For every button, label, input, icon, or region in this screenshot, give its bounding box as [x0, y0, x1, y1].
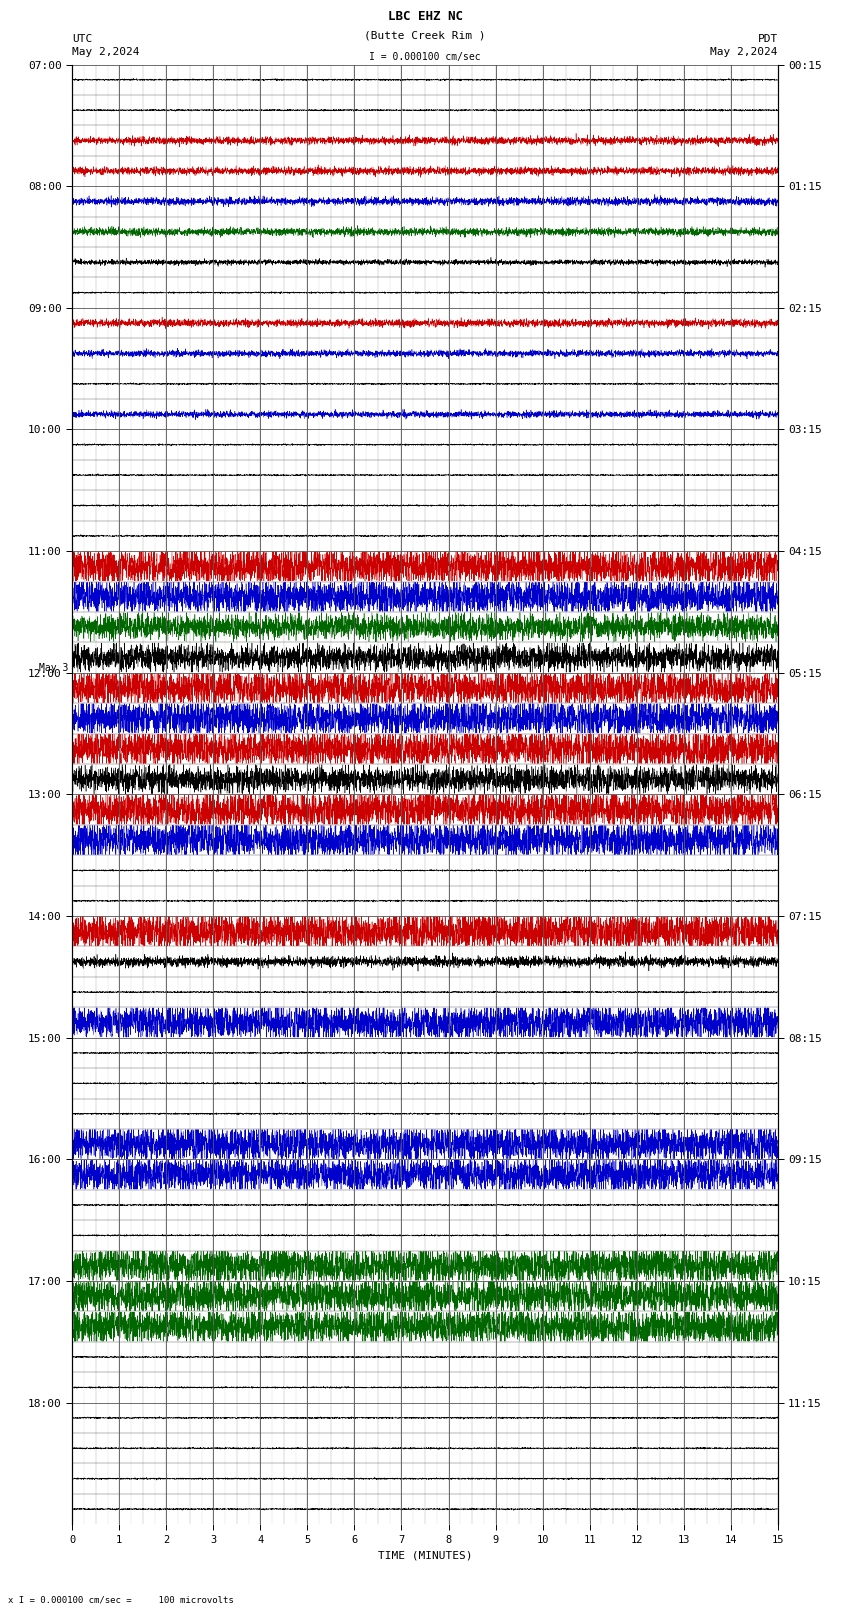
Text: May 3: May 3 [38, 663, 68, 673]
X-axis label: TIME (MINUTES): TIME (MINUTES) [377, 1550, 473, 1560]
Text: LBC EHZ NC: LBC EHZ NC [388, 10, 462, 23]
Text: x I = 0.000100 cm/sec =     100 microvolts: x I = 0.000100 cm/sec = 100 microvolts [8, 1595, 235, 1605]
Text: I = 0.000100 cm/sec: I = 0.000100 cm/sec [369, 52, 481, 61]
Text: PDT: PDT [757, 34, 778, 44]
Text: May 2,2024: May 2,2024 [72, 47, 139, 56]
Text: UTC: UTC [72, 34, 93, 44]
Text: (Butte Creek Rim ): (Butte Creek Rim ) [365, 31, 485, 40]
Text: May 2,2024: May 2,2024 [711, 47, 778, 56]
